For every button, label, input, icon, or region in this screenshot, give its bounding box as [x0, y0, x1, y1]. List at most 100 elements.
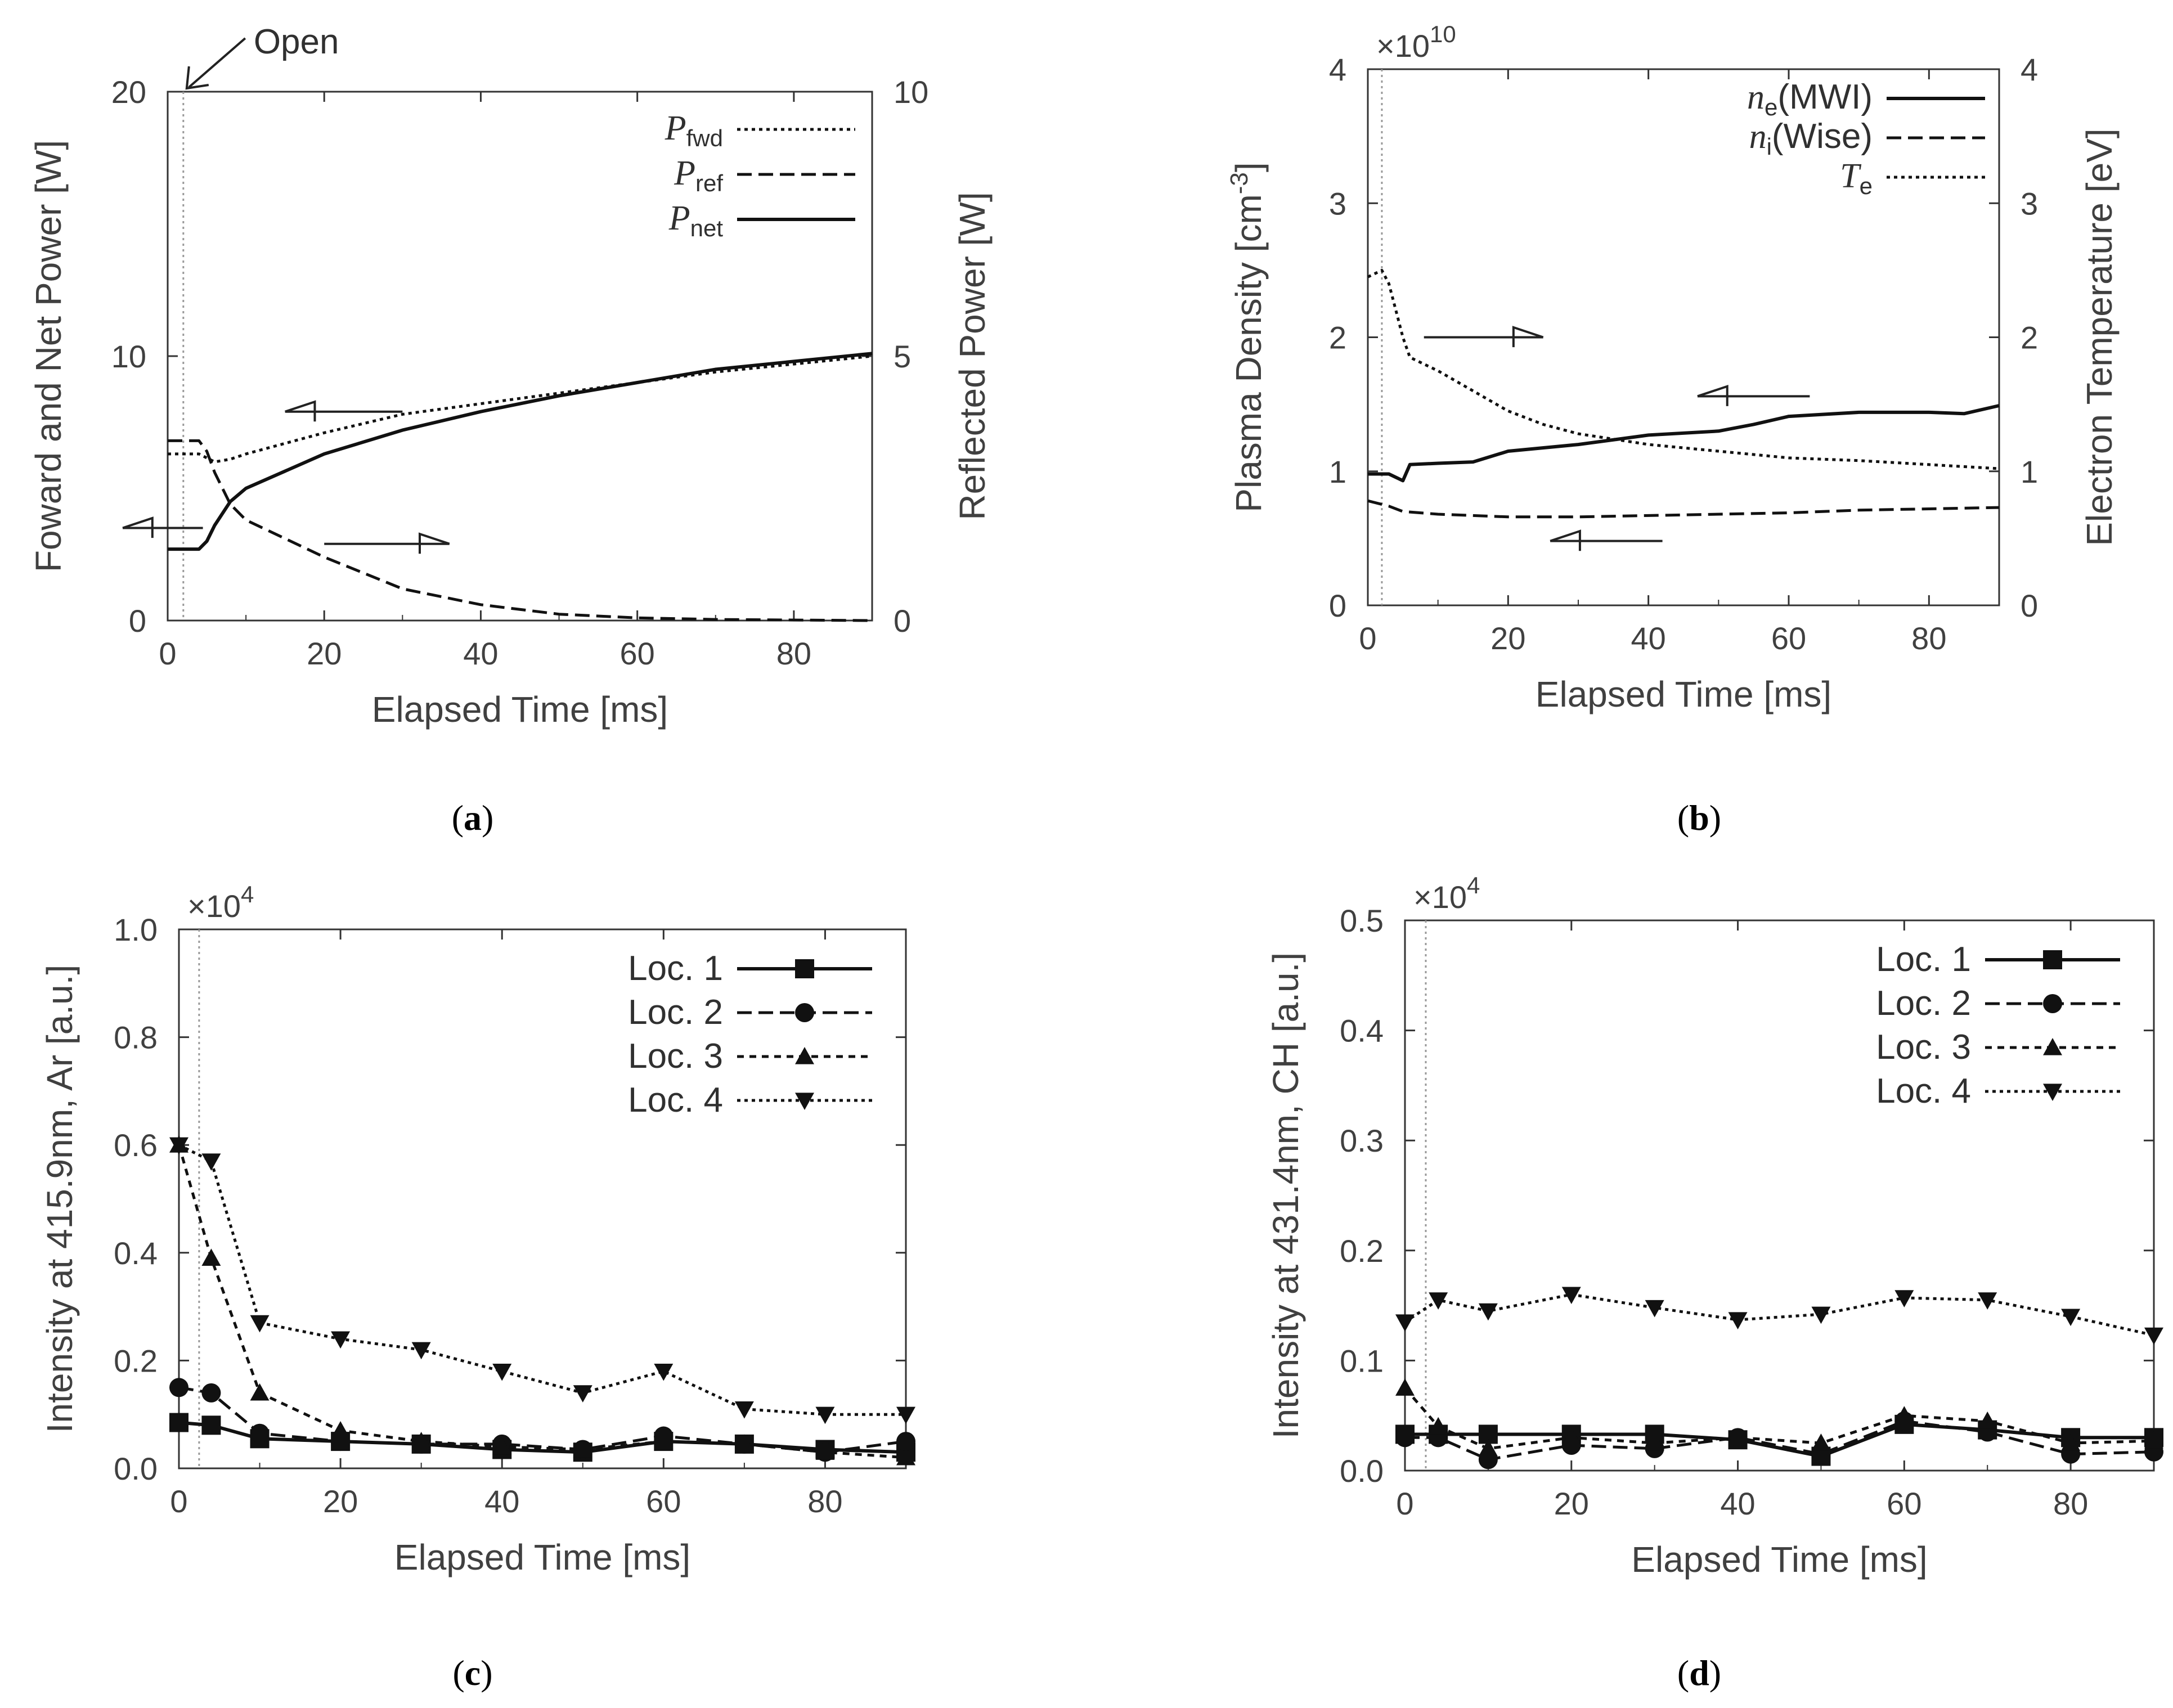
legend-label: Pref	[674, 154, 723, 196]
y-tick-label: 0.2	[114, 1343, 158, 1378]
x-tick-label: 60	[646, 1484, 681, 1519]
y-tick-label: 20	[111, 74, 146, 110]
x-tick-label: 60	[1771, 621, 1806, 656]
data-point-3	[1395, 1378, 1415, 1396]
caption-b: (b)	[1677, 798, 1721, 838]
data-point-4	[654, 1363, 674, 1381]
x-tick-label: 0	[1396, 1486, 1413, 1521]
x-tick-label: 0	[170, 1484, 187, 1519]
legend-marker	[795, 1003, 814, 1022]
axis-multiplier: ×104	[1413, 872, 1480, 915]
y-axis-label: Intensity at 415.9nm, Ar [a.u.]	[39, 965, 80, 1433]
y-tick-label: 0	[129, 603, 146, 639]
x-axis-label: Elapsed Time [ms]	[1536, 674, 1831, 714]
data-point-4	[1894, 1290, 1914, 1307]
data-point-4	[169, 1137, 188, 1155]
y-tick-label: 0.4	[114, 1235, 158, 1271]
legend-marker	[795, 1093, 814, 1110]
chart-c: 0 20 40 60 80 Elapsed Time [ms] 0.0 0.2 0.4 0.6 0.…	[39, 881, 915, 1577]
data-point-4	[1728, 1312, 1748, 1330]
data-point-3	[201, 1248, 221, 1266]
axis-multiplier: ×1010	[1376, 21, 1456, 64]
legend-label: Loc. 4	[628, 1081, 723, 1120]
data-point-4	[1645, 1300, 1664, 1318]
y-axis-label: Foward and Net Power [W]	[28, 140, 69, 572]
series-line-2	[1405, 1419, 2154, 1461]
data-point-4	[1978, 1292, 1997, 1310]
legend-label: ni(Wise)	[1749, 117, 1873, 160]
x-axis-label: Elapsed Time [ms]	[394, 1537, 690, 1577]
data-point-3	[1478, 1439, 1498, 1457]
legend-label: Loc. 3	[628, 1037, 723, 1076]
data-point-1	[201, 1415, 221, 1435]
data-point-3	[1561, 1428, 1581, 1445]
y2-tick-label: 0	[2021, 588, 2038, 623]
legend-label: ne(MWI)	[1747, 78, 1873, 120]
x-tick-label: 20	[1554, 1486, 1589, 1521]
series-line-4	[1404, 1293, 2154, 1337]
y-tick-label: 3	[1329, 186, 1346, 221]
y-tick-label: 0.3	[1340, 1123, 1384, 1158]
y-tick-label: 4	[1329, 52, 1346, 87]
chart-d: 0 20 40 60 80 Elapsed Time [ms] 0.0 0.1 0.2 0.3 0.…	[1265, 872, 2163, 1580]
data-point-2	[169, 1378, 188, 1397]
legend-label: Pnet	[668, 199, 724, 241]
legend-label: Loc. 2	[1876, 984, 1971, 1023]
plot-frame	[1404, 919, 2155, 1472]
y2-tick-label: 10	[894, 74, 928, 110]
y2-tick-label: 5	[894, 339, 911, 374]
y2-axis-label: Reflected Power [W]	[952, 192, 993, 520]
x-tick-label: 40	[1720, 1486, 1755, 1521]
y2-tick-label: 1	[2021, 454, 2038, 489]
data-point-3	[492, 1437, 512, 1455]
data-point-2	[1395, 1428, 1415, 1448]
x-tick-label: 40	[1631, 621, 1666, 656]
data-point-4	[815, 1406, 835, 1424]
y-tick-label: 0.0	[114, 1451, 158, 1486]
data-point-1	[169, 1413, 188, 1432]
arrow-ni-head	[1550, 529, 1581, 551]
data-point-4	[1429, 1292, 1448, 1310]
y2-tick-label: 4	[2021, 52, 2038, 87]
data-point-4	[1395, 1314, 1415, 1332]
series-line-1	[168, 354, 873, 464]
open-arrow-shaft	[188, 37, 246, 88]
y-tick-label: 0.1	[1340, 1343, 1384, 1378]
data-point-4	[2144, 1327, 2163, 1345]
series-line-3	[1404, 1387, 2154, 1450]
legend-label: Pfwd	[665, 109, 723, 151]
series-line-3	[168, 352, 873, 551]
legend-label: Loc. 2	[628, 993, 723, 1032]
data-point-3	[1894, 1406, 1914, 1423]
arrow-ref-head	[419, 532, 450, 554]
data-point-3	[815, 1442, 835, 1460]
data-point-3	[896, 1448, 915, 1466]
x-axis-label: Elapsed Time [ms]	[1631, 1539, 1927, 1580]
x-tick-label: 20	[323, 1484, 358, 1519]
axis-multiplier: ×104	[187, 881, 254, 924]
x-tick-label: 40	[484, 1484, 519, 1519]
data-point-3	[411, 1432, 431, 1449]
data-point-3	[654, 1432, 674, 1449]
data-point-2	[896, 1432, 915, 1451]
x-tick-label: 20	[307, 636, 342, 671]
plot-frame	[167, 91, 873, 622]
series-line-4	[178, 1143, 906, 1416]
data-point-3	[1429, 1417, 1448, 1435]
y-tick-label: 0.2	[1340, 1233, 1384, 1269]
data-point-4	[492, 1363, 512, 1381]
caption-a: (a)	[452, 798, 494, 838]
arrow-net-head	[122, 516, 154, 538]
data-point-2	[201, 1383, 221, 1403]
x-tick-label: 40	[463, 636, 498, 671]
data-point-4	[734, 1401, 754, 1419]
legend-label: Te	[1840, 157, 1873, 199]
x-tick-label: 0	[1359, 621, 1376, 656]
y2-tick-label: 2	[2021, 320, 2038, 356]
y-tick-label: 10	[111, 339, 146, 374]
data-point-3	[1645, 1433, 1664, 1451]
series-line-2	[168, 439, 873, 622]
data-point-3	[1978, 1411, 1997, 1429]
